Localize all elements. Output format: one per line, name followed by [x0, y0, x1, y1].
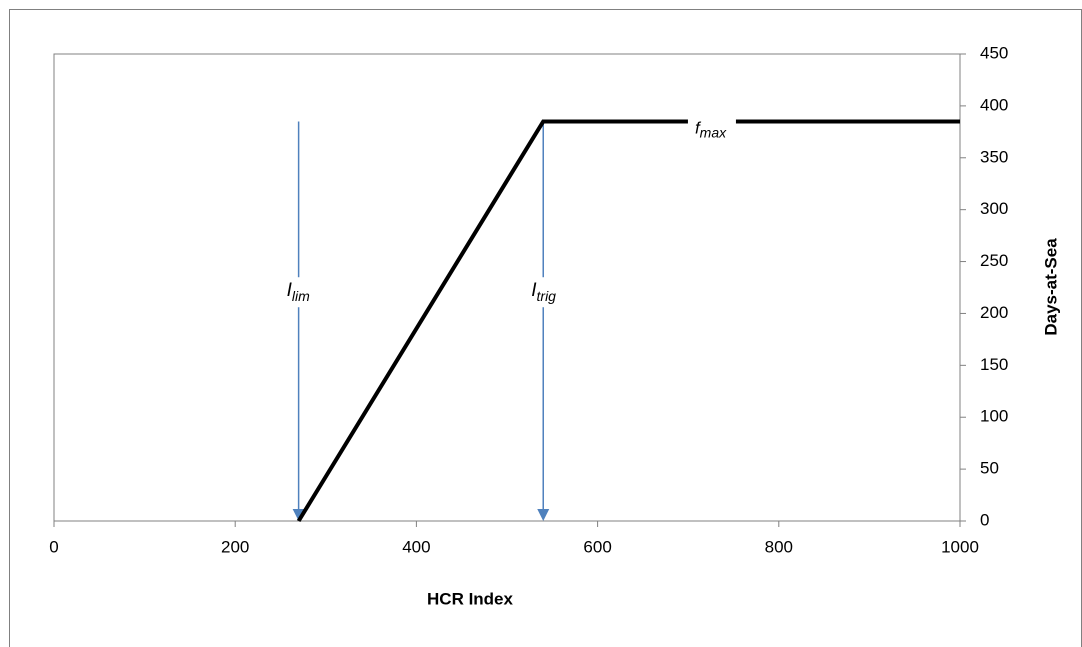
y-tick-label: 350 [980, 147, 1008, 166]
x-tick-label: 1000 [941, 537, 979, 556]
y-tick-label: 300 [980, 199, 1008, 218]
y-tick-label: 400 [980, 95, 1008, 114]
y-tick-label: 50 [980, 459, 999, 478]
x-tick-label: 400 [402, 537, 430, 556]
series-line [296, 119, 960, 523]
x-tick-label: 200 [221, 537, 249, 556]
arrow-label: Itrig [531, 280, 556, 304]
arrow-tip [292, 509, 305, 521]
y-tick-label: 150 [980, 355, 1008, 374]
y-axis-title: Days-at-Sea [1041, 238, 1060, 336]
x-tick-label: 600 [583, 537, 611, 556]
line-label: fmax [695, 119, 727, 140]
arrow-label-sub: lim [292, 288, 310, 304]
plot-area [53, 53, 961, 522]
frame [9, 9, 1082, 647]
y-tick-label: 200 [980, 303, 1008, 322]
y-tick-label: 450 [980, 43, 1008, 62]
y-tick-label: 100 [980, 407, 1008, 426]
line-label-main: f [695, 119, 702, 138]
x-tick-label: 800 [765, 537, 793, 556]
x-tick-label: 0 [49, 537, 58, 556]
arrow-tip [537, 509, 550, 521]
x-axis-title: HCR Index [427, 589, 514, 608]
arrow-label-sub: trig [537, 288, 557, 304]
arrow-label-main: I [531, 280, 537, 301]
label-bg [527, 277, 564, 308]
arrow-label-main: I [287, 280, 293, 301]
label-bg [687, 109, 736, 136]
y-tick-label: 250 [980, 251, 1008, 270]
y-tick-label: 0 [980, 510, 989, 529]
line-label-sub: max [700, 124, 727, 140]
arrow-label: Ilim [287, 280, 311, 304]
label-bg [282, 277, 319, 308]
